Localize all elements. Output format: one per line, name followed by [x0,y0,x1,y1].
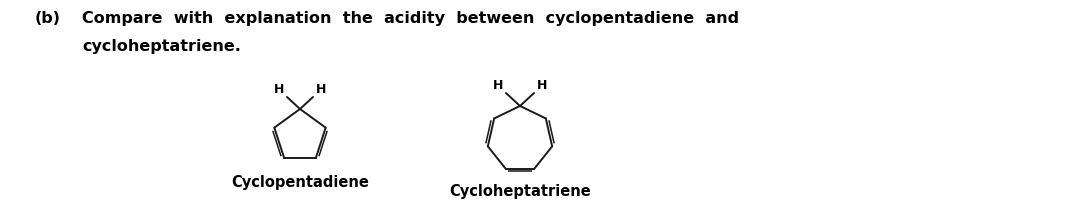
Text: H: H [316,83,326,96]
Text: H: H [537,79,548,92]
Text: Cyclopentadiene: Cyclopentadiene [231,175,369,190]
Text: cycloheptatriene.: cycloheptatriene. [82,39,241,54]
Text: Compare  with  explanation  the  acidity  between  cyclopentadiene  and: Compare with explanation the acidity bet… [82,11,739,26]
Text: Cycloheptatriene: Cycloheptatriene [449,184,591,199]
Text: (b): (b) [35,11,60,26]
Text: H: H [492,79,503,92]
Text: H: H [273,83,284,96]
